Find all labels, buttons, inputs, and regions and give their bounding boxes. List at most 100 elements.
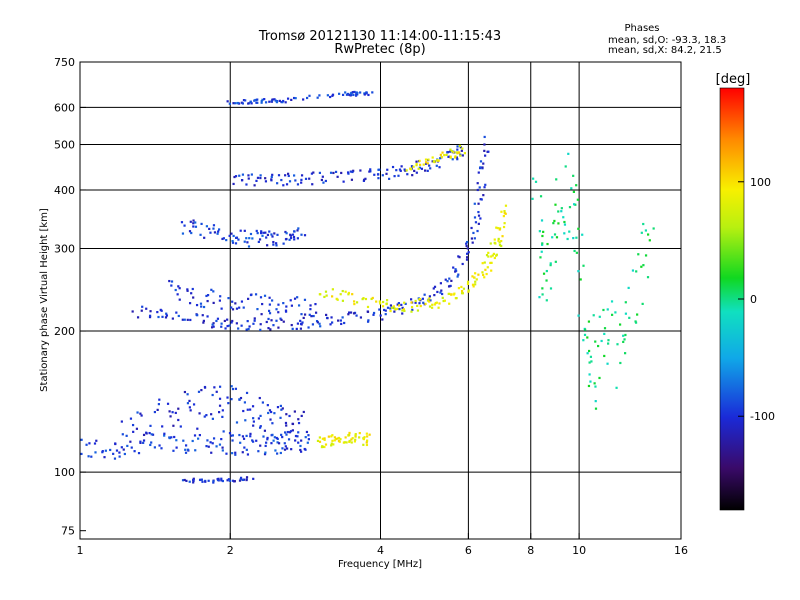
echo-point: [231, 241, 235, 244]
echo-point: [455, 151, 458, 154]
echo-point: [142, 441, 145, 444]
echo-point: [459, 146, 462, 149]
echo-point: [466, 256, 469, 259]
echo-point: [424, 158, 428, 161]
echo-point: [472, 285, 475, 288]
echo-point: [345, 93, 349, 96]
echo-point: [418, 302, 421, 305]
echo-point: [456, 158, 459, 161]
echo-point: [297, 431, 300, 434]
echo-point: [241, 435, 245, 438]
echo-point: [560, 207, 563, 210]
echo-point: [542, 230, 545, 233]
echo-point: [285, 447, 289, 450]
echo-point: [333, 439, 336, 442]
echo-point: [259, 323, 262, 326]
echo-point: [489, 242, 492, 245]
echo-point: [232, 182, 235, 186]
echo-point: [266, 233, 270, 237]
echo-point: [158, 398, 161, 401]
echo-point: [564, 165, 567, 168]
echo-point: [467, 251, 470, 254]
echo-point: [483, 261, 486, 264]
echo-point: [101, 451, 104, 454]
echo-point: [272, 439, 275, 442]
echo-point: [192, 222, 195, 225]
echo-point: [350, 438, 353, 441]
echo-point: [300, 181, 303, 184]
echo-point: [275, 244, 278, 247]
echo-point: [330, 442, 333, 445]
echo-point: [362, 443, 365, 446]
echo-point: [309, 308, 312, 311]
echo-point: [418, 163, 422, 166]
echo-point: [477, 214, 481, 217]
echo-point: [491, 254, 494, 257]
echo-point: [228, 234, 231, 237]
echo-point: [211, 442, 214, 445]
echo-point: [447, 292, 450, 296]
echo-point: [287, 438, 291, 441]
echo-point: [448, 302, 451, 305]
echo-point: [231, 452, 234, 455]
echo-point: [308, 177, 311, 180]
echo-point: [471, 283, 475, 286]
echo-point: [600, 339, 603, 343]
echo-point: [466, 240, 469, 244]
echo-point: [631, 269, 635, 272]
echo-point: [196, 427, 199, 430]
echo-point: [555, 178, 558, 181]
echo-point: [472, 231, 475, 235]
echo-point: [400, 303, 403, 306]
echo-point: [456, 145, 459, 148]
echo-point: [225, 238, 228, 242]
echo-point: [174, 411, 177, 415]
echo-point: [587, 384, 591, 388]
echo-point: [484, 268, 487, 271]
echo-point: [179, 425, 182, 428]
echo-point: [342, 180, 345, 183]
echo-point: [502, 225, 506, 229]
echo-point: [495, 226, 498, 229]
echo-point: [300, 178, 303, 181]
echo-point: [215, 445, 218, 448]
echo-point: [473, 216, 477, 219]
echo-point: [454, 268, 457, 271]
echo-point: [184, 451, 188, 454]
echo-point: [635, 270, 638, 273]
echo-point: [254, 293, 258, 296]
echo-point: [366, 305, 370, 309]
colorbar-label: [deg]: [716, 72, 751, 87]
echo-point: [451, 158, 454, 161]
echo-point: [490, 255, 493, 258]
echo-point: [284, 309, 288, 312]
echo-point: [588, 361, 591, 364]
echo-point: [253, 99, 256, 102]
echo-point: [398, 168, 402, 171]
echo-point: [149, 443, 152, 447]
echo-point: [260, 100, 263, 103]
echo-point: [122, 448, 125, 451]
echo-point: [226, 100, 229, 103]
echo-point: [642, 264, 645, 267]
echo-point: [255, 101, 258, 104]
echo-point: [160, 447, 163, 450]
echo-point: [583, 333, 587, 336]
echo-point: [245, 328, 248, 331]
echo-point: [258, 426, 262, 429]
echo-point: [230, 321, 233, 324]
echo-point: [271, 299, 274, 302]
y-tick-label: 500: [54, 139, 75, 152]
echo-point: [593, 382, 596, 385]
echo-point: [212, 322, 215, 325]
echo-point: [577, 270, 580, 273]
echo-point: [452, 266, 455, 269]
echo-point: [188, 230, 192, 233]
echo-point: [267, 309, 271, 312]
echo-point: [423, 169, 427, 172]
echo-point: [477, 210, 480, 214]
echo-point: [392, 305, 395, 308]
echo-point: [181, 479, 185, 482]
echo-point: [449, 148, 452, 151]
echo-point: [200, 305, 203, 308]
